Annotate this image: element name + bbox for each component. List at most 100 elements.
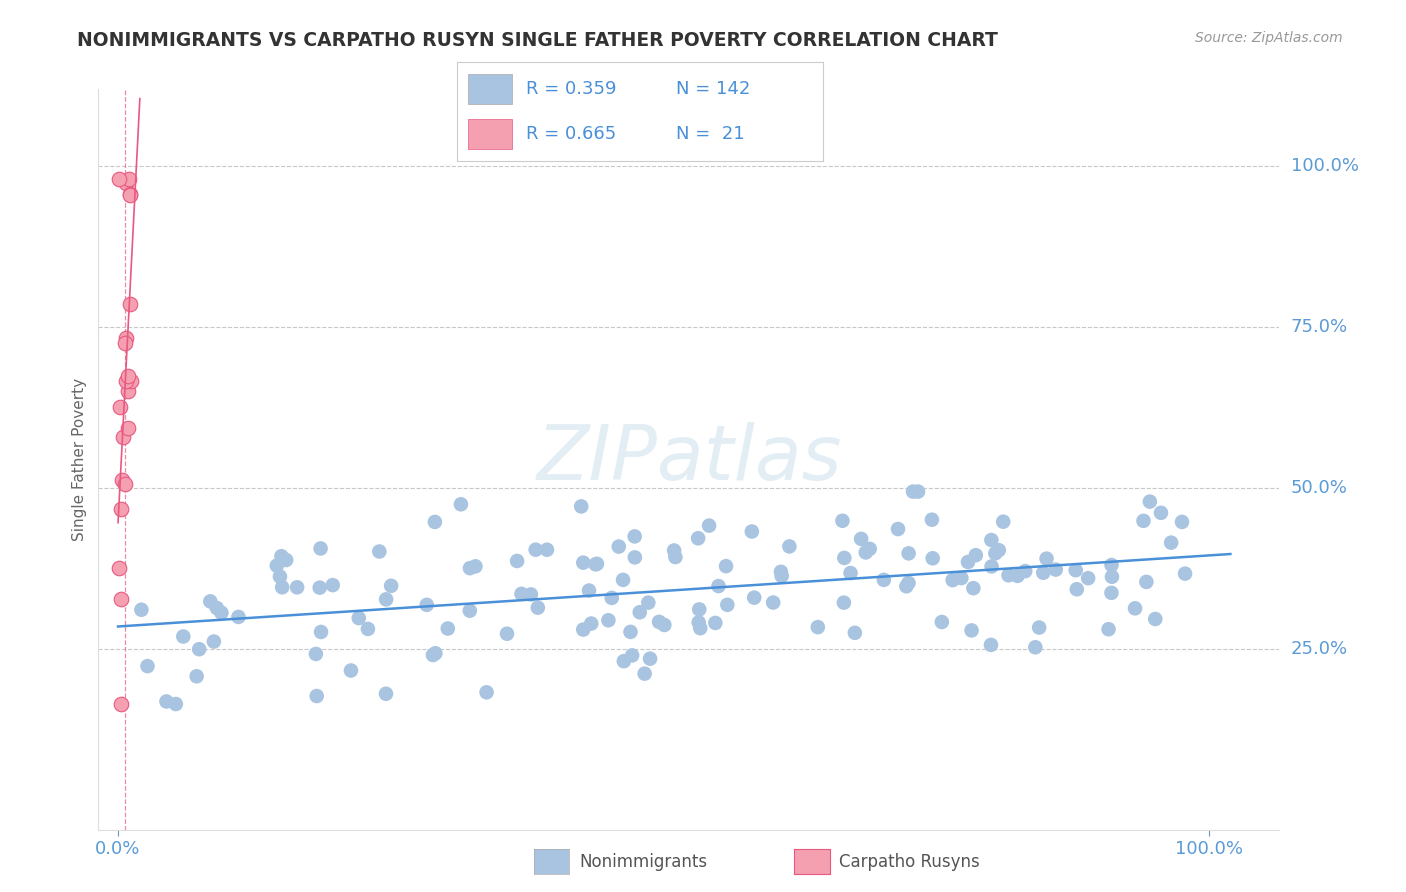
Point bbox=[416, 598, 439, 612]
Point bbox=[120, 374, 142, 388]
Point bbox=[716, 598, 738, 612]
Point bbox=[742, 591, 765, 605]
Point bbox=[1066, 582, 1088, 597]
Point bbox=[450, 497, 472, 511]
Point bbox=[664, 549, 686, 564]
Point bbox=[1097, 622, 1119, 636]
Point bbox=[689, 621, 711, 635]
Text: Carpatho Rusyns: Carpatho Rusyns bbox=[839, 853, 980, 871]
Point bbox=[832, 596, 855, 610]
Point bbox=[527, 600, 550, 615]
Point bbox=[322, 578, 344, 592]
Point bbox=[1150, 506, 1173, 520]
Point bbox=[380, 579, 402, 593]
Point bbox=[111, 473, 134, 487]
Point bbox=[623, 529, 645, 543]
Point bbox=[308, 581, 330, 595]
Point bbox=[612, 573, 634, 587]
Point bbox=[496, 626, 519, 640]
Point bbox=[172, 630, 194, 644]
Point bbox=[118, 187, 141, 202]
Point bbox=[572, 623, 595, 637]
Point bbox=[114, 177, 136, 191]
Point bbox=[357, 622, 380, 636]
Point bbox=[188, 642, 211, 657]
Point bbox=[987, 543, 1010, 558]
Point bbox=[205, 601, 228, 615]
Point bbox=[114, 335, 136, 350]
Point bbox=[831, 514, 853, 528]
Point bbox=[965, 548, 987, 562]
Point bbox=[654, 618, 676, 632]
Point bbox=[524, 542, 547, 557]
Point bbox=[662, 543, 685, 558]
Point bbox=[117, 368, 139, 383]
Point bbox=[769, 565, 792, 579]
Point bbox=[962, 581, 984, 595]
Point bbox=[624, 550, 647, 565]
Point bbox=[980, 559, 1002, 574]
Point bbox=[1077, 571, 1099, 585]
Point bbox=[960, 624, 983, 638]
Point bbox=[423, 515, 446, 529]
Point bbox=[305, 647, 328, 661]
Point bbox=[375, 592, 398, 607]
Point bbox=[980, 638, 1002, 652]
Point bbox=[108, 401, 131, 415]
Point bbox=[120, 296, 142, 310]
Point bbox=[1035, 551, 1057, 566]
Point bbox=[984, 546, 1007, 560]
Point bbox=[1132, 514, 1154, 528]
Point bbox=[586, 557, 609, 571]
Point bbox=[202, 634, 225, 648]
Point bbox=[536, 542, 558, 557]
Text: 100.0%: 100.0% bbox=[1291, 158, 1358, 176]
Point bbox=[228, 610, 250, 624]
Point bbox=[598, 613, 620, 627]
Point bbox=[1032, 566, 1054, 580]
Point bbox=[436, 622, 458, 636]
Point bbox=[873, 573, 896, 587]
Point bbox=[347, 611, 370, 625]
Point bbox=[1101, 570, 1123, 584]
Point bbox=[741, 524, 763, 539]
Text: ZIPatlas: ZIPatlas bbox=[536, 423, 842, 496]
Point bbox=[285, 580, 308, 594]
Point bbox=[115, 331, 138, 345]
Point bbox=[770, 569, 793, 583]
Text: Nonimmigrants: Nonimmigrants bbox=[579, 853, 707, 871]
Text: Source: ZipAtlas.com: Source: ZipAtlas.com bbox=[1195, 31, 1343, 45]
Point bbox=[638, 651, 661, 665]
Point bbox=[375, 687, 398, 701]
Point bbox=[510, 587, 533, 601]
Point bbox=[997, 568, 1019, 582]
Point bbox=[621, 648, 644, 663]
Point bbox=[270, 549, 292, 564]
Point bbox=[688, 602, 710, 616]
Point bbox=[993, 515, 1015, 529]
Point bbox=[849, 532, 872, 546]
Point bbox=[1144, 612, 1167, 626]
Point bbox=[464, 559, 486, 574]
Point bbox=[688, 531, 710, 545]
Point bbox=[581, 616, 603, 631]
Point bbox=[839, 566, 862, 580]
Point bbox=[956, 555, 979, 569]
Point bbox=[887, 522, 910, 536]
Point bbox=[309, 624, 332, 639]
Point bbox=[1014, 564, 1036, 578]
Point bbox=[276, 553, 298, 567]
Text: 50.0%: 50.0% bbox=[1291, 479, 1347, 498]
Point bbox=[520, 587, 543, 601]
Point bbox=[111, 430, 134, 444]
Point bbox=[762, 595, 785, 609]
Text: N =  21: N = 21 bbox=[676, 125, 745, 143]
Point bbox=[628, 605, 651, 619]
Point bbox=[1028, 621, 1050, 635]
Point bbox=[896, 579, 918, 593]
Point bbox=[110, 502, 132, 516]
Point bbox=[340, 664, 363, 678]
Text: R = 0.359: R = 0.359 bbox=[526, 80, 617, 98]
Point bbox=[186, 669, 208, 683]
Point bbox=[458, 604, 481, 618]
